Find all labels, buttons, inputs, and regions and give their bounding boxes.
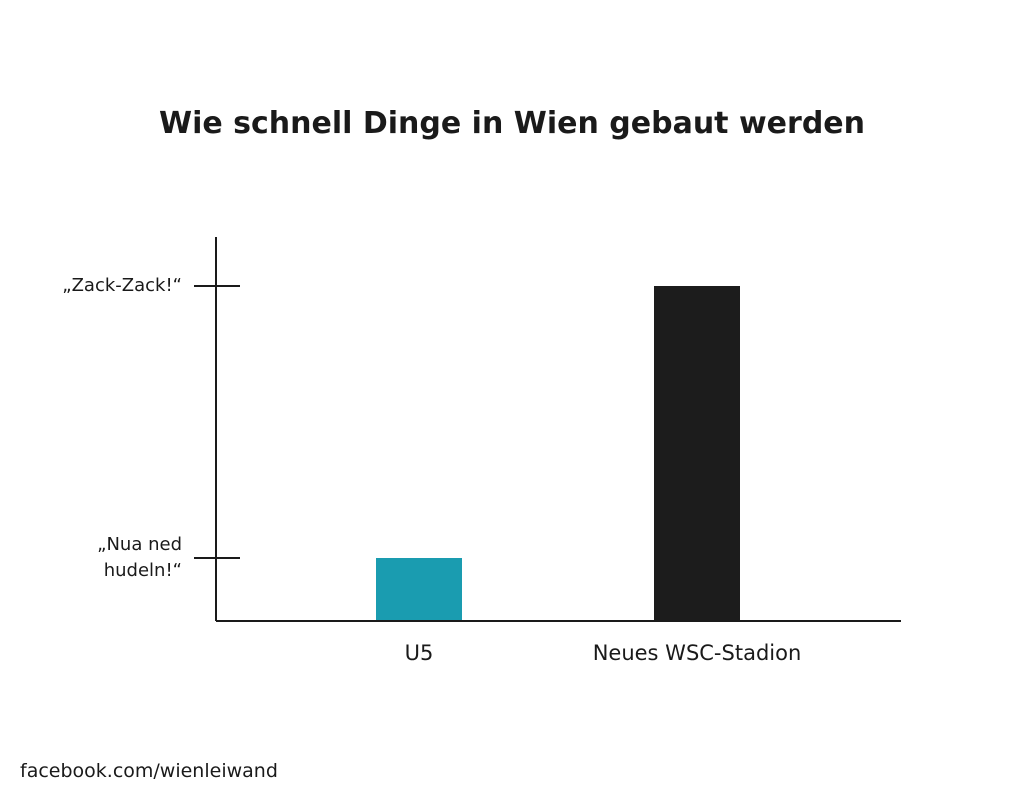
y-tick-label: „Nua ned hudeln!“ <box>97 534 182 581</box>
footer-credit: facebook.com/wienleiwand <box>20 760 278 782</box>
y-tick-label: „Zack-Zack!“ <box>62 275 182 296</box>
bar-neues-wsc-stadion <box>654 286 740 621</box>
axes-layer <box>215 237 901 622</box>
bars-layer <box>376 286 740 621</box>
ticks-layer <box>194 285 240 559</box>
bar-u5 <box>376 558 462 621</box>
chart-title: Wie schnell Dinge in Wien gebaut werden <box>158 106 865 141</box>
x-tick-label: Neues WSC-Stadion <box>592 641 802 665</box>
x-tick-label: U5 <box>404 641 434 665</box>
